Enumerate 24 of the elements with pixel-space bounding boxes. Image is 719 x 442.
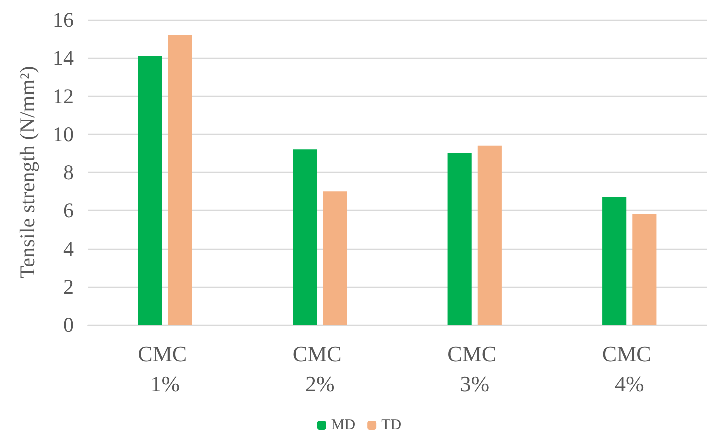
x-tick-label: CMC 3% xyxy=(448,342,502,396)
legend-label: MD xyxy=(331,418,356,434)
bar xyxy=(478,146,502,325)
x-tick-label: CMC 2% xyxy=(292,342,348,396)
bar xyxy=(323,192,348,325)
x-tick-label: CMC 4% xyxy=(602,342,657,396)
bar xyxy=(602,197,627,325)
y-tick-label: 2 xyxy=(64,274,74,299)
bar xyxy=(138,56,162,325)
x-tick-label: CMC 1% xyxy=(138,342,193,396)
y-tick-label: 0 xyxy=(64,313,74,337)
bar xyxy=(448,153,472,325)
y-tick-label: 10 xyxy=(53,122,74,146)
bar xyxy=(632,214,657,325)
y-tick-label: 4 xyxy=(64,236,74,261)
bar xyxy=(168,35,192,325)
y-tick-label: 6 xyxy=(64,198,74,223)
y-axis-title: Tensile strength (N/mm²) xyxy=(16,66,40,279)
y-tick-label: 14 xyxy=(53,46,74,70)
y-tick-label: 16 xyxy=(53,8,74,32)
bar xyxy=(293,150,318,325)
y-tick-label: 12 xyxy=(53,84,74,108)
legend-label: TD xyxy=(382,418,402,434)
y-tick-label: 8 xyxy=(64,160,74,184)
